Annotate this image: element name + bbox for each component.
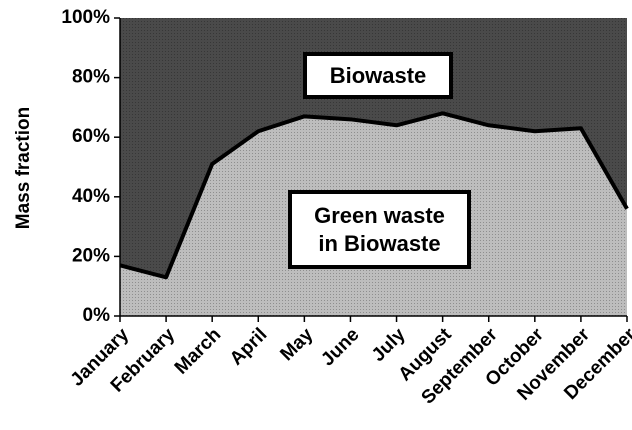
y-tick-label: 80%: [72, 67, 110, 88]
x-tick-label: July: [368, 324, 410, 366]
x-tick-label: March: [171, 324, 225, 378]
series-label: Green waste in Biowaste: [288, 190, 471, 269]
y-tick-label: 40%: [72, 186, 110, 207]
area-texture: [120, 18, 627, 278]
series-label: Biowaste: [303, 52, 453, 99]
x-tick-label: May: [276, 324, 317, 365]
y-tick-label: 100%: [61, 7, 110, 28]
y-axis-label: Mass fraction: [13, 107, 34, 229]
x-tick-label: June: [317, 324, 363, 370]
x-tick-label: April: [226, 324, 271, 369]
y-tick-label: 0%: [83, 305, 111, 326]
y-tick-label: 20%: [72, 245, 110, 266]
area-boundary: [119, 111, 629, 280]
y-tick-label: 60%: [72, 126, 110, 147]
